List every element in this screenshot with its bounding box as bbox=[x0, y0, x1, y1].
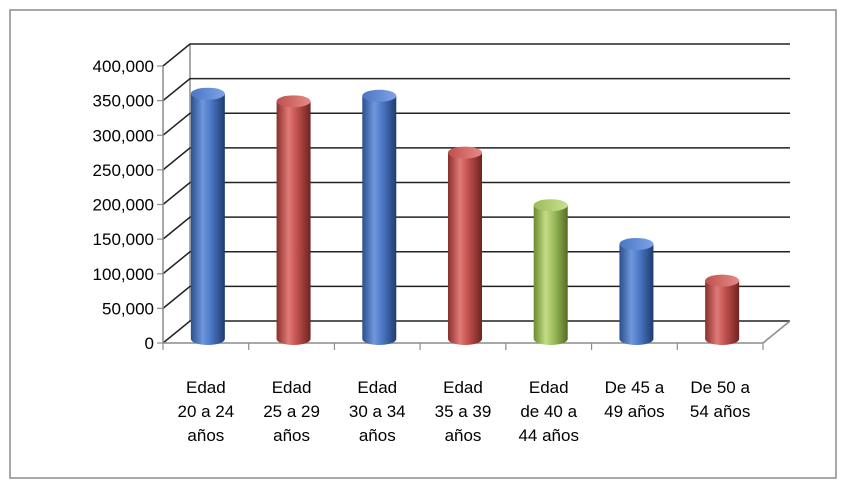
bar bbox=[276, 95, 311, 345]
bar bbox=[619, 237, 654, 345]
gridline bbox=[162, 77, 790, 102]
gridline bbox=[162, 43, 790, 67]
gridlines bbox=[162, 43, 790, 344]
gridline bbox=[162, 112, 790, 136]
x-category-label: Edad 30 a 34 años bbox=[349, 378, 406, 445]
y-tick-label: 350,000 bbox=[93, 92, 154, 111]
y-tick-labels: 0 50,000 100,000 150,000 200,000 250,000 300,0… bbox=[93, 57, 154, 353]
y-tick-label: 50,000 bbox=[102, 299, 154, 318]
gridline bbox=[162, 320, 790, 344]
y-tick-label: 0 bbox=[145, 334, 154, 353]
y-tick-label: 200,000 bbox=[93, 196, 154, 215]
chart-border bbox=[9, 9, 837, 479]
y-tick-label: 400,000 bbox=[93, 57, 154, 76]
floor-edge bbox=[762, 320, 791, 344]
x-category-label: Edad de 40 a 44 años bbox=[518, 378, 579, 445]
gridline bbox=[162, 285, 790, 309]
gridline bbox=[162, 216, 790, 240]
bar bbox=[448, 146, 482, 345]
x-category-labels: Edad 20 a 24 años Edad 25 a 29 años Edad 30 a 3… bbox=[177, 378, 750, 445]
gridline bbox=[162, 147, 790, 171]
x-category-label: De 45 a 49 años bbox=[604, 378, 665, 421]
bar bbox=[705, 274, 740, 345]
x-category-label: De 50 a 54 años bbox=[690, 378, 751, 421]
x-category-label: Edad 25 a 29 años bbox=[263, 378, 320, 445]
y-tick-label: 150,000 bbox=[93, 230, 154, 249]
gridline bbox=[162, 251, 790, 275]
x-category-label: Edad 35 a 39 años bbox=[435, 378, 492, 445]
y-tick-label: 250,000 bbox=[93, 161, 154, 180]
bars bbox=[190, 87, 740, 345]
y-tick-label: 100,000 bbox=[93, 265, 154, 284]
bar bbox=[362, 89, 397, 345]
y-tick-label: 300,000 bbox=[93, 126, 154, 145]
bar bbox=[190, 87, 225, 345]
gridline bbox=[162, 181, 790, 206]
x-category-label: Edad 20 a 24 años bbox=[177, 378, 234, 445]
bar bbox=[533, 199, 568, 345]
